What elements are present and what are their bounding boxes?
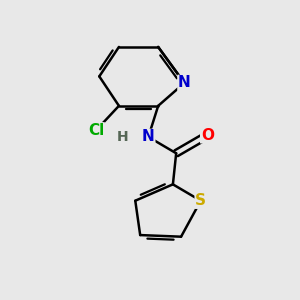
Text: S: S [195,193,206,208]
Text: N: N [142,129,155,144]
Text: O: O [201,128,214,143]
Text: Cl: Cl [88,123,104,138]
Text: H: H [116,130,128,144]
Text: N: N [178,75,191,90]
